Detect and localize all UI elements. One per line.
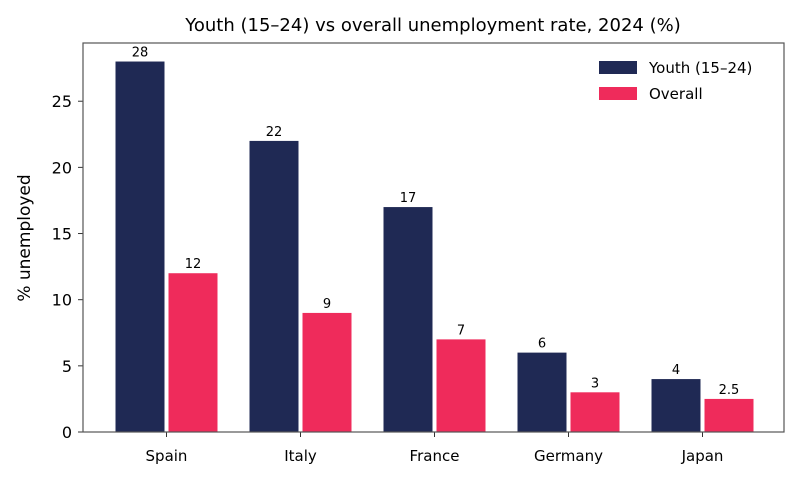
legend-label-overall: Overall: [649, 85, 703, 103]
legend: Youth (15–24) Overall: [599, 59, 752, 103]
data-label: 28: [132, 46, 149, 61]
plot-frame: [82, 42, 785, 433]
data-label: 22: [266, 125, 283, 140]
bar-youth-france: [383, 207, 433, 432]
x-tick-label: Spain: [146, 447, 188, 465]
y-tick-label: 15: [52, 225, 72, 244]
legend-swatch-youth: [599, 61, 637, 74]
data-label: 7: [457, 323, 465, 338]
x-tick-label: Italy: [284, 447, 317, 465]
data-labels: 28 12 22 9 17 7 6 3 4 2.5: [132, 46, 740, 398]
x-tick-label: Japan: [681, 447, 724, 465]
y-axis-ticks: 0 5 10 15 20 25: [52, 92, 83, 442]
bar-youth-japan: [651, 379, 701, 432]
bar-overall-germany: [570, 392, 620, 432]
data-label: 6: [538, 337, 546, 352]
y-axis-label: % unemployed: [15, 174, 35, 301]
data-label: 9: [323, 297, 331, 312]
y-tick-label: 20: [52, 158, 72, 177]
bar-overall-spain: [168, 273, 218, 432]
bar-overall-italy: [302, 312, 352, 432]
legend-swatch-overall: [599, 87, 637, 100]
bar-youth-spain: [115, 61, 165, 433]
x-tick-label: Germany: [534, 447, 603, 465]
data-label: 17: [400, 191, 417, 206]
data-label: 2.5: [719, 383, 740, 398]
y-tick-label: 25: [52, 92, 72, 111]
bar-youth-italy: [249, 140, 299, 432]
chart-title: Youth (15–24) vs overall unemployment ra…: [184, 15, 680, 36]
bar-overall-japan: [704, 398, 754, 432]
data-label: 3: [591, 376, 599, 391]
bar-youth-germany: [517, 352, 567, 432]
legend-label-youth: Youth (15–24): [648, 59, 752, 77]
y-tick-label: 0: [62, 423, 72, 442]
x-tick-label: France: [410, 447, 460, 465]
data-label: 12: [185, 257, 202, 272]
y-tick-label: 5: [62, 357, 72, 376]
bars: [115, 61, 754, 433]
y-tick-label: 10: [52, 291, 72, 310]
data-label: 4: [672, 363, 680, 378]
x-axis-ticks: Spain Italy France Germany Japan: [146, 432, 724, 465]
bar-overall-france: [436, 339, 486, 432]
